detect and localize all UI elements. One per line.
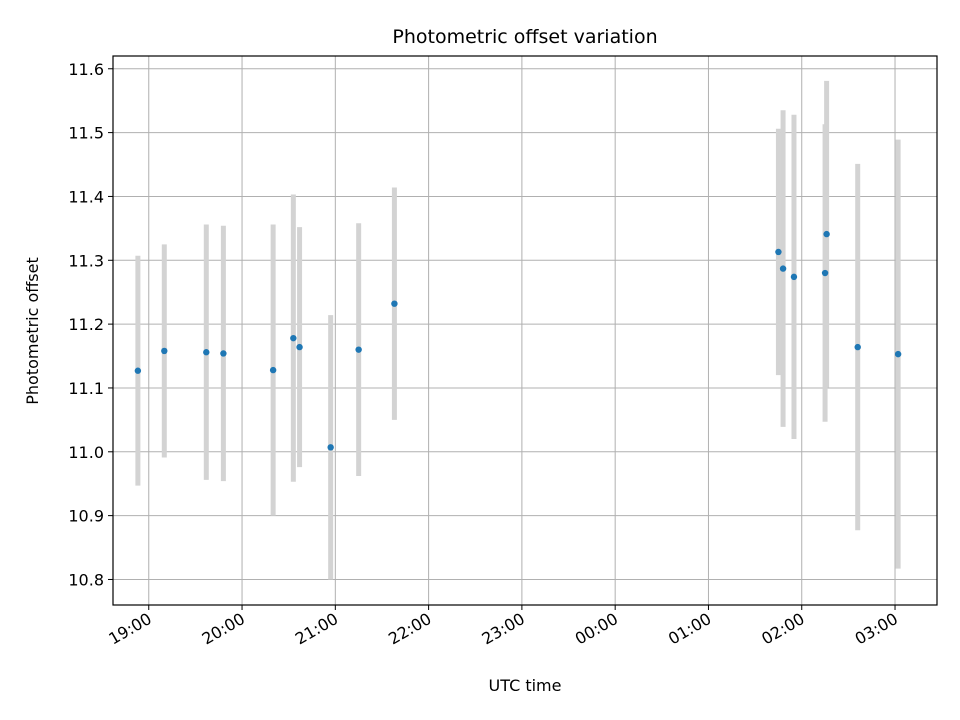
- data-point: [821, 269, 829, 277]
- data-point: [220, 350, 227, 357]
- data-point: [790, 273, 798, 281]
- y-tick-label: 11.2: [68, 315, 104, 334]
- data-point: [290, 334, 297, 342]
- y-axis-ticks: 10.8 10.9 11.0 11.1 11.2 11.3 11.4 11.5 11.6: [68, 60, 113, 589]
- data-point: [161, 347, 168, 355]
- data-point: [134, 367, 142, 374]
- y-tick-label: 11.3: [68, 251, 104, 270]
- plot-frame: [112, 55, 938, 606]
- data-point: [355, 346, 362, 353]
- data-point: [775, 248, 782, 256]
- chart-title: Photometric offset variation: [392, 26, 657, 48]
- data-point: [203, 349, 210, 356]
- x-axis-label: UTC time: [489, 676, 562, 695]
- grid: [113, 56, 937, 605]
- data-point: [269, 366, 277, 374]
- y-axis-label: Photometric offset: [23, 257, 42, 405]
- data-point: [854, 343, 861, 351]
- y-tick-label: 11.5: [68, 124, 104, 143]
- y-tick-label: 11.1: [68, 379, 104, 398]
- data-point: [327, 444, 334, 451]
- data-point: [823, 230, 830, 238]
- data-point: [894, 350, 902, 358]
- y-tick-label: 10.8: [68, 570, 104, 589]
- y-tick-label: 10.9: [68, 507, 104, 526]
- y-tick-label: 11.4: [68, 187, 104, 206]
- data-point: [779, 265, 787, 272]
- data-point: [391, 300, 398, 307]
- y-tick-label: 11.0: [68, 443, 104, 462]
- data-point: [296, 343, 303, 351]
- data-points: [134, 230, 902, 451]
- y-tick-label: 11.6: [68, 60, 104, 79]
